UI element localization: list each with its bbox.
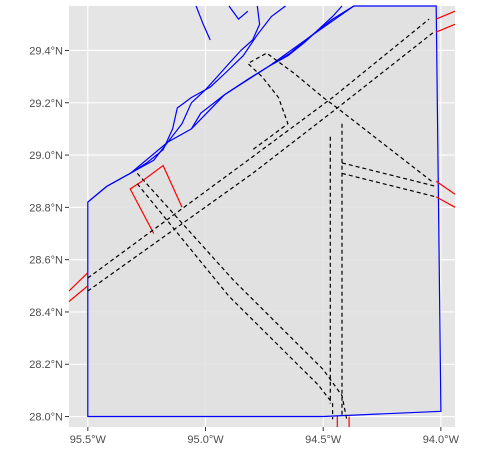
y-tick-label: 28.6°N — [29, 255, 63, 267]
y-axis: 28.0°N 28.2°N 28.4°N 28.6°N 28.8°N 29.0°N 29.2… — [29, 45, 69, 423]
x-tick-label: 95.0°W — [187, 434, 224, 446]
y-tick-label: 29.4°N — [29, 45, 63, 57]
x-axis: 95.5°W 95.0°W 94.5°W 94.0°W — [70, 427, 460, 446]
y-tick-label: 28.4°N — [29, 307, 63, 319]
y-tick-label: 28.8°N — [29, 202, 63, 214]
y-tick-label: 29.0°N — [29, 150, 63, 162]
x-tick-label: 94.0°W — [423, 434, 460, 446]
y-tick-label: 28.0°N — [29, 412, 63, 424]
y-tick-label: 28.2°N — [29, 359, 63, 371]
x-tick-label: 94.5°W — [305, 434, 342, 446]
x-tick-label: 95.5°W — [70, 434, 107, 446]
y-tick-label: 29.2°N — [29, 98, 63, 110]
